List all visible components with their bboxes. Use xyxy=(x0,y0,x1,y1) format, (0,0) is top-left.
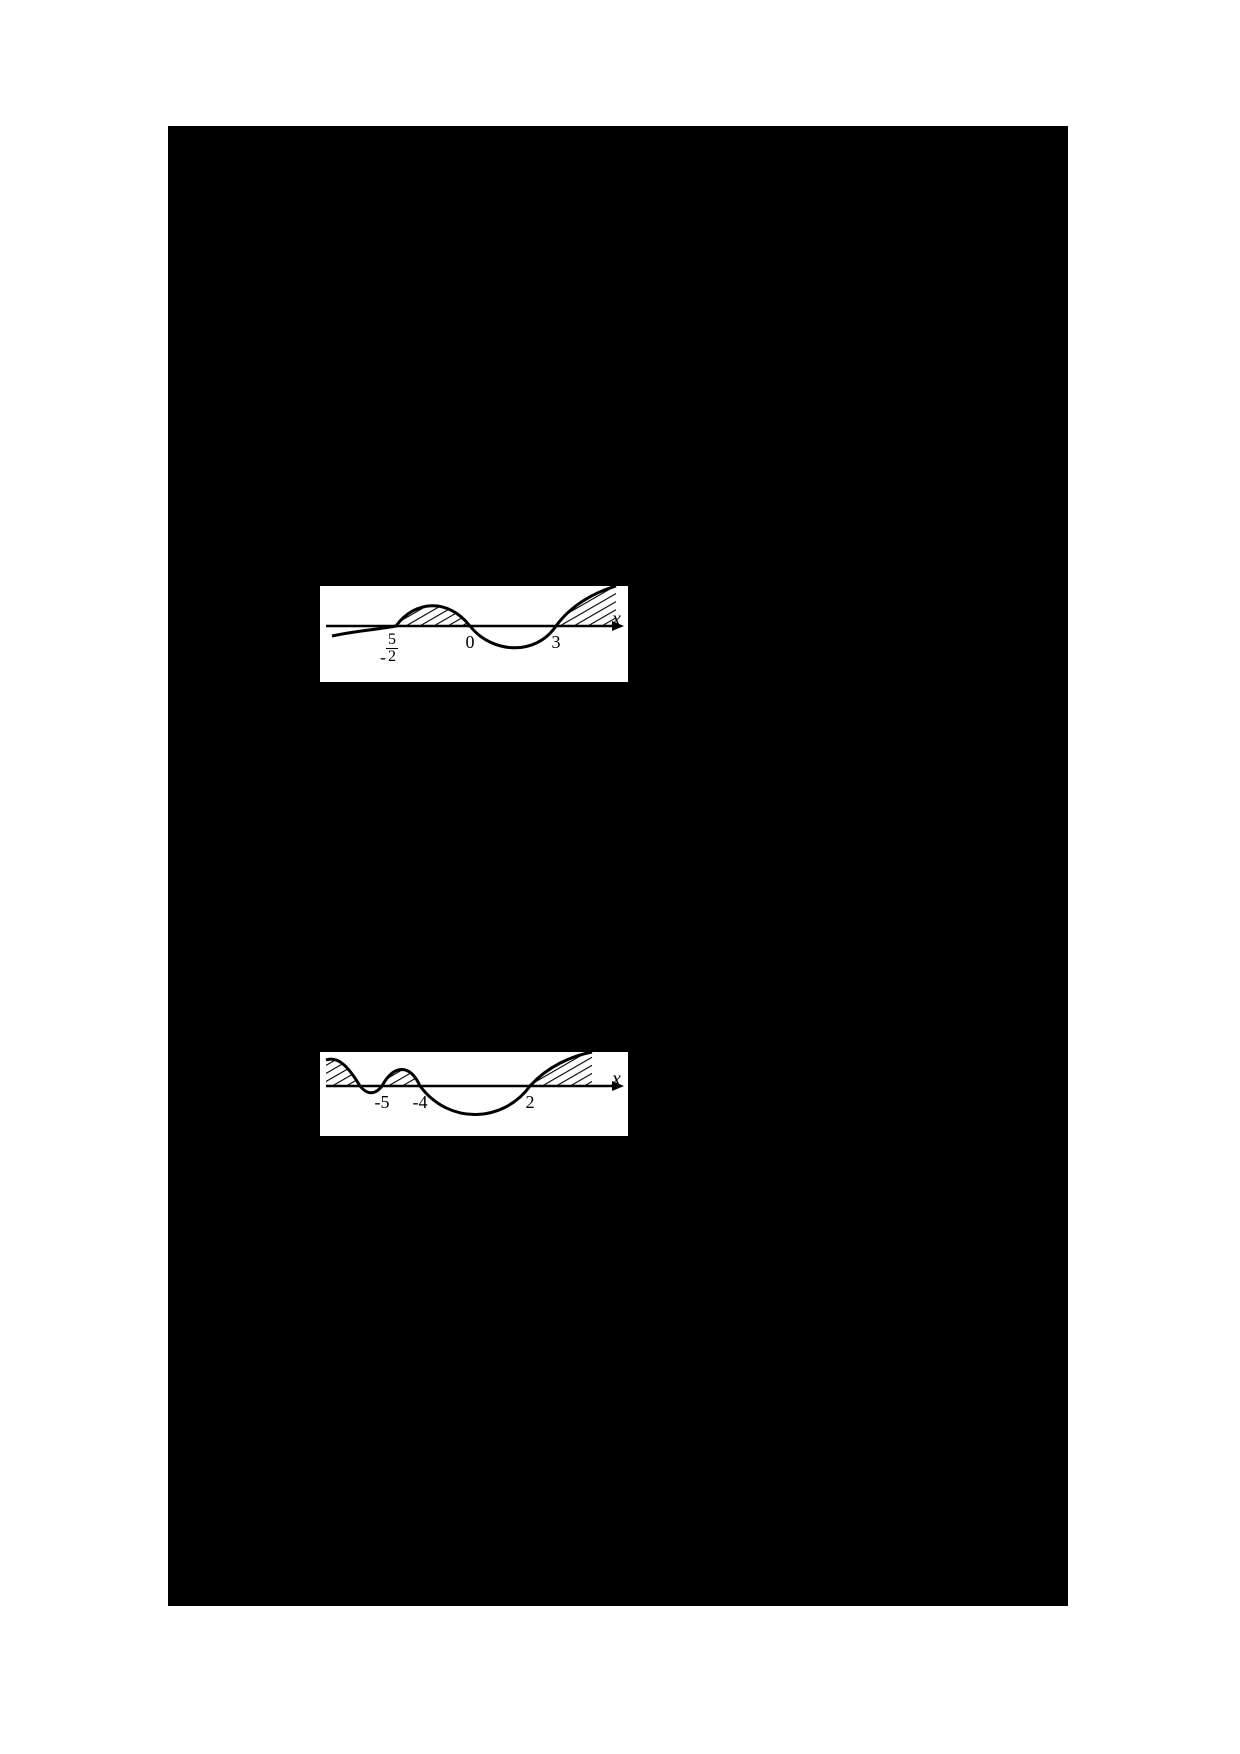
figure-2-svg xyxy=(320,1052,628,1136)
figure-2: -5 -4 2 x xyxy=(320,1052,628,1136)
x-axis-2-label: x xyxy=(612,1068,621,1091)
frac-num: 5 xyxy=(386,632,398,649)
tick-label-zero: 0 xyxy=(464,632,476,653)
tick-label-three: 3 xyxy=(550,632,562,653)
x-axis-label: x xyxy=(612,608,621,631)
hatched-region-2c xyxy=(320,1052,628,1136)
page: -52 0 3 x xyxy=(0,0,1240,1754)
tick-label-neg4: -4 xyxy=(408,1092,432,1113)
tick-label-neg5: -5 xyxy=(370,1092,394,1113)
black-background-panel: -52 0 3 x xyxy=(168,126,1068,1606)
frac-den: 2 xyxy=(386,649,398,665)
tick-label-two: 2 xyxy=(524,1092,536,1113)
tick-label-neg-five-halves: -52 xyxy=(380,632,398,666)
figure-1: -52 0 3 x xyxy=(320,586,628,682)
